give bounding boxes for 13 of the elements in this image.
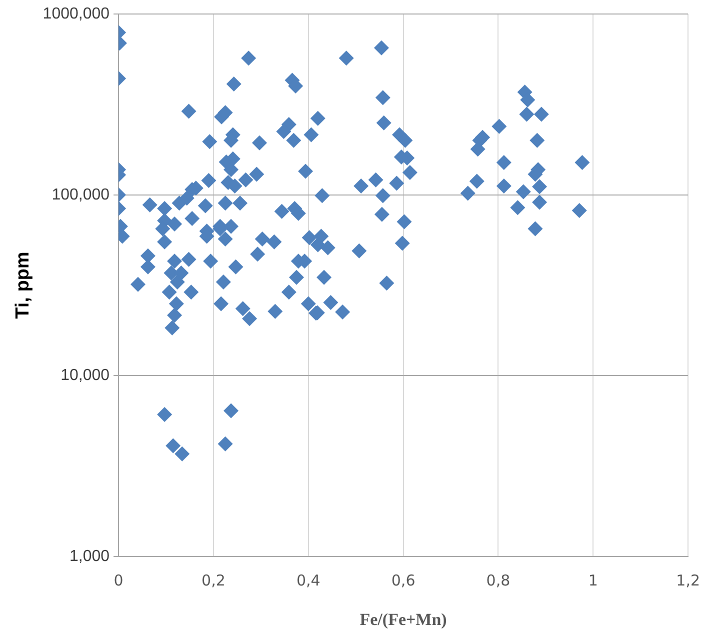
x-tick-label: 0,4 <box>296 571 320 590</box>
y-tick-label: 1000,000 <box>42 5 110 22</box>
x-tick-label: 0,6 <box>391 571 416 590</box>
y-tick-label: 100,000 <box>52 186 110 204</box>
x-tick-label: 1 <box>588 571 598 590</box>
x-tick-label: 1,2 <box>676 571 700 590</box>
x-tick-label: 0,8 <box>486 571 510 590</box>
x-tick-label: 0 <box>114 571 124 590</box>
x-axis-title: Fe/(Fe+Mn) <box>360 610 447 630</box>
y-tick-label: 1,000 <box>69 548 110 566</box>
y-tick-label: 10,000 <box>60 367 110 384</box>
x-tick-label: 0,2 <box>202 571 226 590</box>
y-axis-title: Ti, ppm <box>12 252 34 319</box>
